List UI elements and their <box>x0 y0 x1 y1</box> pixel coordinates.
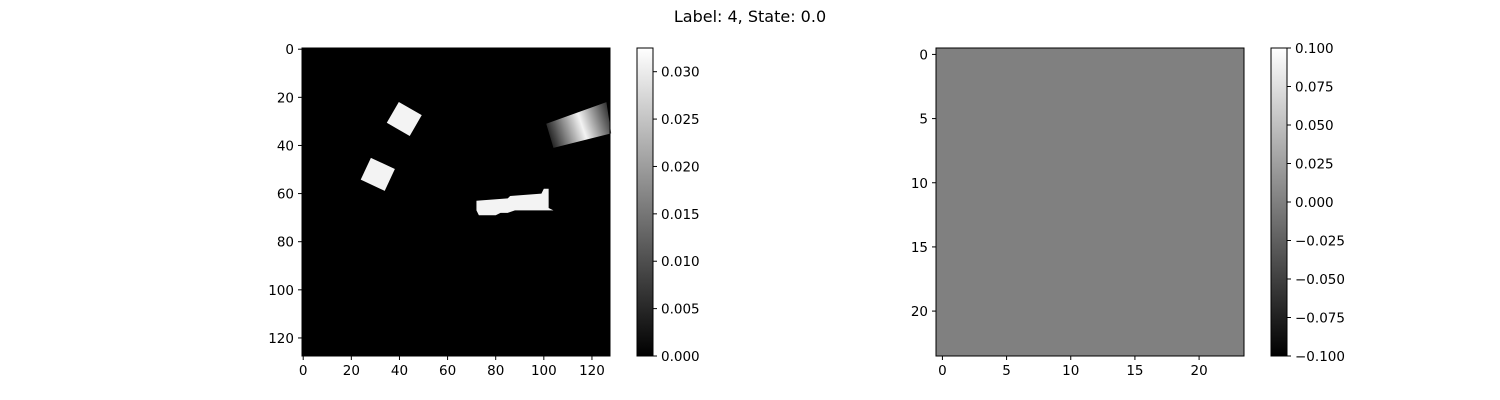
colorbar-tick-label: −0.100 <box>1295 349 1345 365</box>
right-panel: 0 5 10 15 20 0 5 10 15 20 −0.100 −0.075 −0.050 −0.025… <box>911 41 1345 379</box>
x-tick-label: 5 <box>1002 363 1011 379</box>
colorbar-tick-label: 0.000 <box>1295 195 1334 211</box>
colorbar-tick-label: −0.050 <box>1295 272 1345 288</box>
image-object-0 <box>386 101 422 137</box>
colorbar <box>1271 48 1287 356</box>
x-tick-label: 60 <box>439 363 456 379</box>
x-tick-label: 40 <box>391 363 408 379</box>
y-tick-label: 40 <box>277 138 294 154</box>
colorbar-tick-label: 0.030 <box>661 65 700 81</box>
y-tick-label: 80 <box>277 235 294 251</box>
x-tick-label: 0 <box>299 363 308 379</box>
colorbar-tick-label: 0.020 <box>661 159 700 175</box>
colorbar-tick-label: 0.025 <box>1295 157 1334 173</box>
y-tick-label: 20 <box>277 90 294 106</box>
colorbar-tick-label: −0.075 <box>1295 311 1345 327</box>
x-tick-label: 10 <box>1062 363 1079 379</box>
y-tick-label: 15 <box>911 240 928 256</box>
y-tick-label: 20 <box>911 304 928 320</box>
y-tick-label: 100 <box>268 283 294 299</box>
colorbar-tick-label: 0.050 <box>1295 118 1334 134</box>
left-panel: 0 20 40 60 80 100 120 0 20 40 60 80 100 120 0.000 0.005… <box>268 42 699 379</box>
x-tick-label: 120 <box>579 363 605 379</box>
image-object-2 <box>476 188 554 216</box>
colorbar-tick-label: 0.005 <box>661 302 700 318</box>
y-tick-label: 0 <box>919 47 928 63</box>
colorbar-tick-label: −0.025 <box>1295 234 1345 250</box>
y-tick-label: 60 <box>277 187 294 203</box>
colorbar-tick-label: 0.100 <box>1295 41 1334 57</box>
image-background <box>936 48 1244 356</box>
y-tick-label: 5 <box>919 112 928 128</box>
colorbar-tick-label: 0.000 <box>661 349 700 365</box>
colorbar-tick-label: 0.075 <box>1295 80 1334 96</box>
image-object-3 <box>546 102 612 148</box>
x-tick-label: 20 <box>1190 363 1207 379</box>
colorbar-tick-label: 0.010 <box>661 254 700 270</box>
image-object-1 <box>360 157 395 191</box>
x-tick-label: 20 <box>343 363 360 379</box>
x-tick-label: 15 <box>1126 363 1143 379</box>
x-tick-label: 0 <box>938 363 947 379</box>
y-tick-label: 0 <box>285 42 294 58</box>
figure-title: Label: 4, State: 0.0 <box>674 7 826 26</box>
x-tick-label: 100 <box>531 363 557 379</box>
colorbar-frame <box>636 47 654 357</box>
y-tick-label: 120 <box>268 331 294 347</box>
x-tick-label: 80 <box>487 363 504 379</box>
colorbar-tick-label: 0.015 <box>661 207 700 223</box>
colorbar-tick-label: 0.025 <box>661 112 700 128</box>
colorbar <box>637 48 653 356</box>
axes-frame <box>301 47 611 357</box>
image-background <box>302 48 610 356</box>
axes-frame <box>935 47 1245 357</box>
y-tick-label: 10 <box>911 176 928 192</box>
